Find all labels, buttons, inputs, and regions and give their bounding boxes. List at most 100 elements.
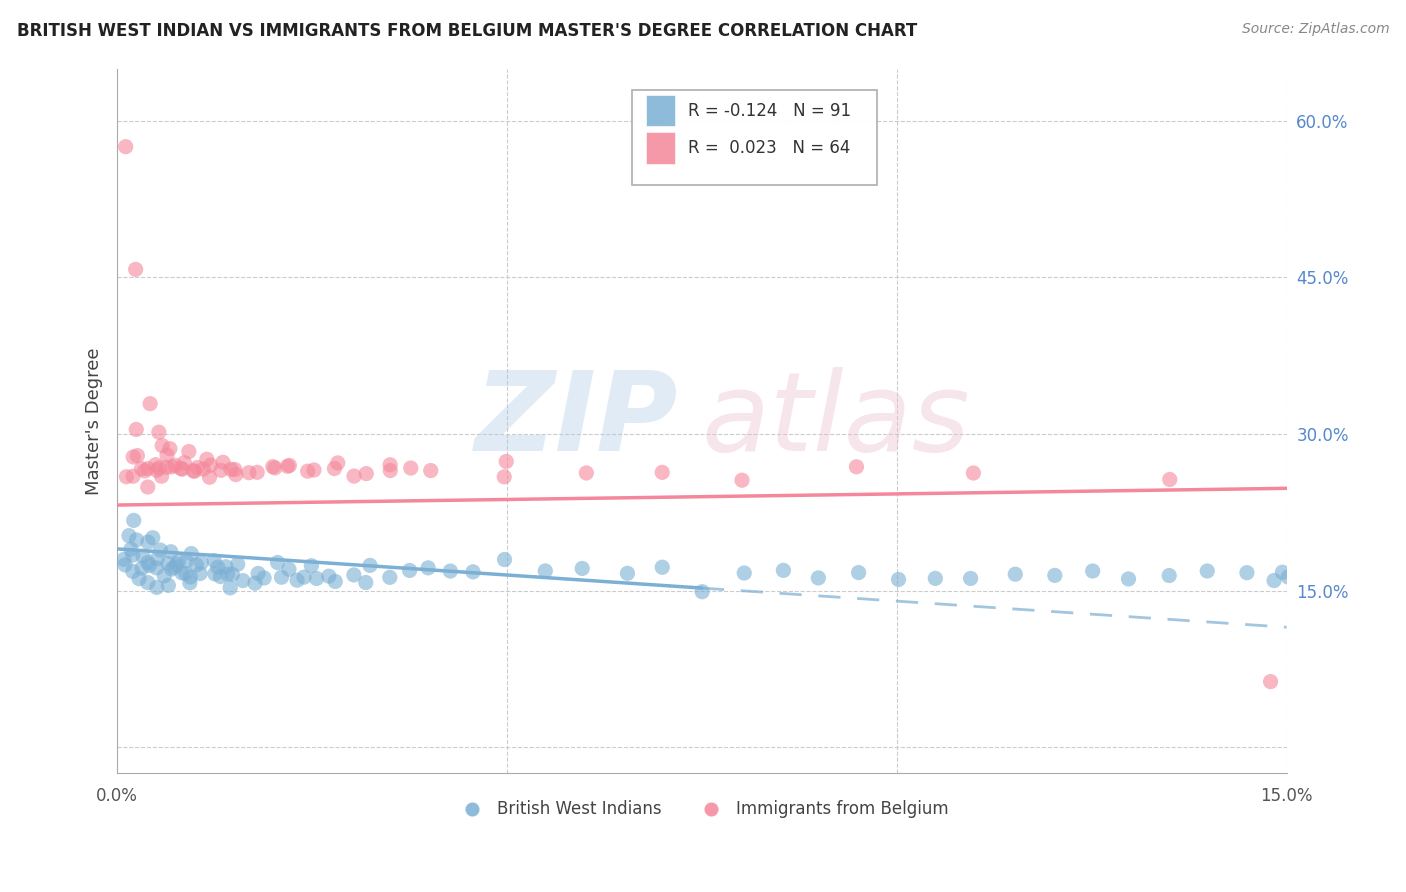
Point xyxy=(145,458,167,472)
Point xyxy=(166,558,188,572)
Point xyxy=(419,464,441,478)
Point xyxy=(243,576,266,591)
Point xyxy=(148,425,170,440)
Point xyxy=(807,571,830,585)
Point xyxy=(180,547,202,561)
Point xyxy=(176,554,198,568)
Point xyxy=(238,466,260,480)
Point xyxy=(318,569,340,583)
Text: Source: ZipAtlas.com: Source: ZipAtlas.com xyxy=(1241,22,1389,37)
Point xyxy=(134,464,156,478)
Point xyxy=(733,566,755,580)
Point xyxy=(183,464,205,478)
FancyBboxPatch shape xyxy=(645,132,675,164)
Point xyxy=(131,561,153,575)
Point xyxy=(120,542,142,557)
Point xyxy=(1197,564,1219,578)
Point xyxy=(219,462,242,476)
Point xyxy=(146,463,169,477)
Point xyxy=(278,562,301,576)
Point xyxy=(160,545,183,559)
Point xyxy=(494,470,516,484)
Point xyxy=(534,564,557,578)
Point xyxy=(195,452,218,467)
Point xyxy=(160,562,183,576)
Point xyxy=(285,573,308,587)
Point xyxy=(122,450,145,464)
Point xyxy=(118,528,141,542)
Point xyxy=(121,565,143,579)
Point xyxy=(136,480,159,494)
Point xyxy=(186,558,208,572)
Point xyxy=(186,460,208,475)
Point xyxy=(174,566,197,581)
Point xyxy=(136,556,159,570)
Point xyxy=(731,473,754,487)
Point xyxy=(179,570,201,584)
Legend: British West Indians, Immigrants from Belgium: British West Indians, Immigrants from Be… xyxy=(449,794,956,825)
Point xyxy=(399,461,422,475)
Point xyxy=(165,458,187,473)
Point xyxy=(959,571,981,585)
Point xyxy=(127,449,149,463)
Point xyxy=(276,459,298,474)
Point xyxy=(172,462,194,476)
Text: atlas: atlas xyxy=(702,368,970,475)
Point xyxy=(138,558,160,573)
Point xyxy=(156,557,179,571)
Point xyxy=(772,563,794,577)
Point xyxy=(142,531,165,545)
Point xyxy=(157,578,180,592)
Point xyxy=(418,561,440,575)
Point xyxy=(132,549,155,563)
Point xyxy=(359,558,381,573)
Text: R = -0.124   N = 91: R = -0.124 N = 91 xyxy=(688,102,851,120)
Point xyxy=(1118,572,1140,586)
Point xyxy=(262,459,284,474)
Point xyxy=(380,464,402,478)
Point xyxy=(343,469,366,483)
Point xyxy=(378,570,401,584)
Point xyxy=(495,454,517,468)
Point xyxy=(217,567,239,582)
Point xyxy=(193,462,215,476)
Point xyxy=(150,469,173,483)
Point xyxy=(1271,566,1294,580)
Point xyxy=(270,570,292,584)
Point xyxy=(848,566,870,580)
Point xyxy=(278,458,301,473)
Point xyxy=(232,574,254,588)
Point xyxy=(198,470,221,484)
Point xyxy=(146,580,169,594)
Point xyxy=(225,467,247,482)
Point xyxy=(575,466,598,480)
Point xyxy=(209,569,232,583)
Point xyxy=(122,469,145,483)
Point xyxy=(155,460,177,475)
Point xyxy=(136,461,159,475)
Point xyxy=(253,571,276,585)
Point xyxy=(1159,568,1181,582)
Point xyxy=(226,558,249,572)
Point xyxy=(299,558,322,573)
Point xyxy=(1043,568,1066,582)
Point xyxy=(131,462,153,476)
Point xyxy=(170,566,193,580)
Point xyxy=(219,581,242,595)
Point xyxy=(292,570,315,584)
Point xyxy=(887,573,910,587)
Point xyxy=(494,552,516,566)
Point xyxy=(651,466,673,480)
Point xyxy=(125,422,148,436)
Point xyxy=(212,455,235,469)
Point xyxy=(247,566,270,581)
Point xyxy=(128,572,150,586)
Point xyxy=(148,461,170,475)
Point xyxy=(114,558,136,572)
Y-axis label: Master's Degree: Master's Degree xyxy=(86,347,103,495)
Point xyxy=(354,575,377,590)
Point xyxy=(962,466,984,480)
Point xyxy=(115,469,138,483)
Point xyxy=(149,543,172,558)
Point xyxy=(326,456,349,470)
